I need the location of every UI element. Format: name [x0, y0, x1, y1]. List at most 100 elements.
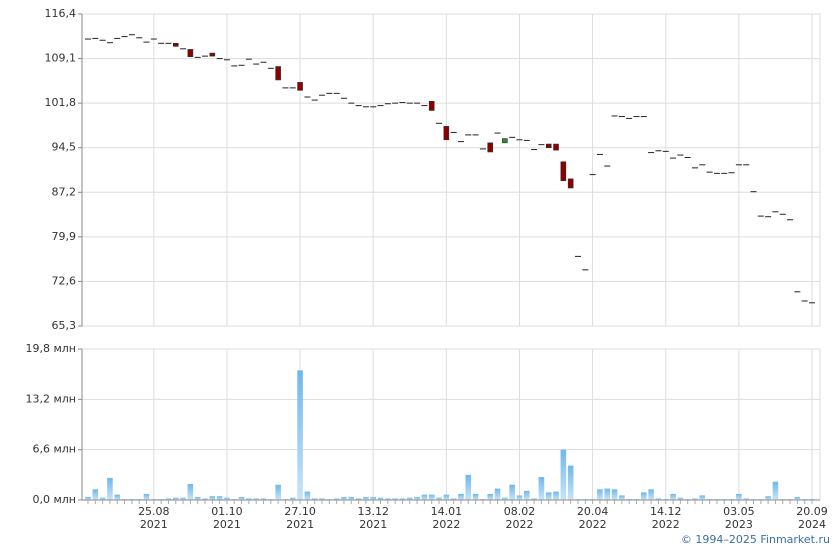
volume-bar: [509, 484, 515, 500]
x-tick-label: 08.02 2022: [503, 505, 536, 531]
volume-bar: [399, 498, 406, 500]
volume-bar: [114, 494, 121, 500]
x-tick-label: 14.12 2022: [649, 505, 682, 531]
volume-bar: [677, 497, 684, 500]
candle: [560, 161, 567, 181]
volume-bar: [560, 449, 567, 500]
volume-bar: [275, 484, 281, 500]
volume-bar: [604, 488, 611, 500]
volume-bar: [794, 496, 801, 500]
candle: [172, 43, 179, 47]
candle: [567, 178, 574, 189]
volume-bar: [523, 490, 530, 500]
volume-bar: [597, 489, 603, 500]
volume-bar: [743, 498, 749, 500]
y-tick-label: 87,2: [52, 185, 77, 198]
volume-bar: [545, 492, 552, 500]
volume-bar: [538, 477, 545, 500]
volume-bar: [355, 498, 362, 500]
x-tick-label: 20.09 2024: [796, 505, 828, 531]
x-tick-label: 27.10 2021: [284, 505, 316, 531]
y-tick-label: 94,5: [52, 141, 77, 154]
volume-bar: [333, 498, 340, 500]
volume-bar: [692, 498, 698, 500]
volume-bar: [216, 496, 223, 500]
candle: [209, 52, 216, 57]
volume-bar: [443, 494, 450, 500]
volume-bar: [736, 493, 742, 500]
volume-bar: [465, 474, 472, 500]
y-tick-label: 13,2 млн: [25, 392, 76, 405]
volume-bar: [531, 498, 537, 500]
volume-bar: [224, 497, 230, 500]
candle: [553, 143, 559, 151]
candle: [297, 82, 303, 91]
volume-bar: [458, 493, 464, 500]
volume-bar: [348, 496, 355, 500]
y-tick-label: 72,6: [52, 274, 77, 287]
volume-bar: [85, 496, 91, 500]
volume-bar: [487, 493, 494, 500]
volume-bar: [611, 489, 618, 500]
y-tick-label: 116,4: [45, 7, 77, 20]
volume-bar: [670, 493, 676, 500]
candle: [428, 101, 435, 111]
candle: [502, 138, 508, 144]
x-tick-label: 13.12 2021: [357, 505, 389, 531]
volume-bar: [494, 488, 501, 500]
x-tick-label: 01.10 2021: [211, 505, 243, 531]
volume-bar: [567, 465, 574, 500]
volume-bar: [436, 497, 442, 500]
volume-bar: [385, 498, 391, 500]
volume-bar: [421, 494, 428, 500]
volume-bar: [502, 497, 508, 500]
volume-bar: [99, 497, 106, 500]
volume-bar: [772, 481, 779, 500]
y-tick-label: 0,0 млн: [32, 493, 76, 506]
copyright: © 1994–2025 Finmarket.ru: [680, 533, 830, 546]
volume-bar: [619, 495, 625, 500]
y-tick-label: 6,6 млн: [32, 443, 76, 456]
y-tick-label: 19,8 млн: [25, 342, 76, 355]
volume-bar: [414, 496, 420, 500]
volume-bar: [253, 498, 260, 500]
volume-bar: [187, 483, 194, 500]
volume-bar: [180, 497, 186, 500]
volume-bar: [92, 489, 99, 500]
volume-bar: [304, 491, 311, 500]
volume-bar: [172, 497, 179, 500]
y-tick-label: 101,8: [45, 96, 77, 109]
candle: [545, 143, 552, 149]
volume-bar: [392, 498, 398, 500]
y-tick-label: 79,9: [52, 230, 77, 243]
volume-bar: [194, 496, 201, 500]
volume-bar: [238, 496, 245, 500]
volume-bar: [297, 370, 303, 500]
candle: [187, 49, 194, 58]
candle: [487, 142, 494, 153]
volume-bar: [341, 496, 347, 500]
volume-bar: [450, 498, 457, 500]
x-tick-label: 25.08 2021: [138, 505, 170, 531]
volume-bar: [406, 497, 413, 500]
volume-bar: [289, 497, 296, 500]
volume-bar: [553, 491, 559, 500]
volume-bar: [246, 498, 252, 500]
volume-bar: [165, 498, 172, 500]
volume-bar: [472, 493, 479, 500]
volume-bar: [319, 498, 325, 500]
x-tick-label: 03.05 2023: [723, 505, 755, 531]
volume-bar: [640, 492, 647, 500]
plot-area: [81, 13, 821, 327]
volume-bar: [143, 493, 150, 500]
volume-bar: [202, 498, 208, 500]
volume-bar: [377, 497, 384, 500]
volume-bar: [655, 498, 662, 500]
x-tick-label: 14.01 2022: [430, 505, 463, 531]
volume-bar: [699, 495, 706, 500]
volume-bar: [311, 498, 318, 500]
x-tick-label: 20.04 2022: [576, 505, 609, 531]
plot-area: [81, 348, 821, 501]
